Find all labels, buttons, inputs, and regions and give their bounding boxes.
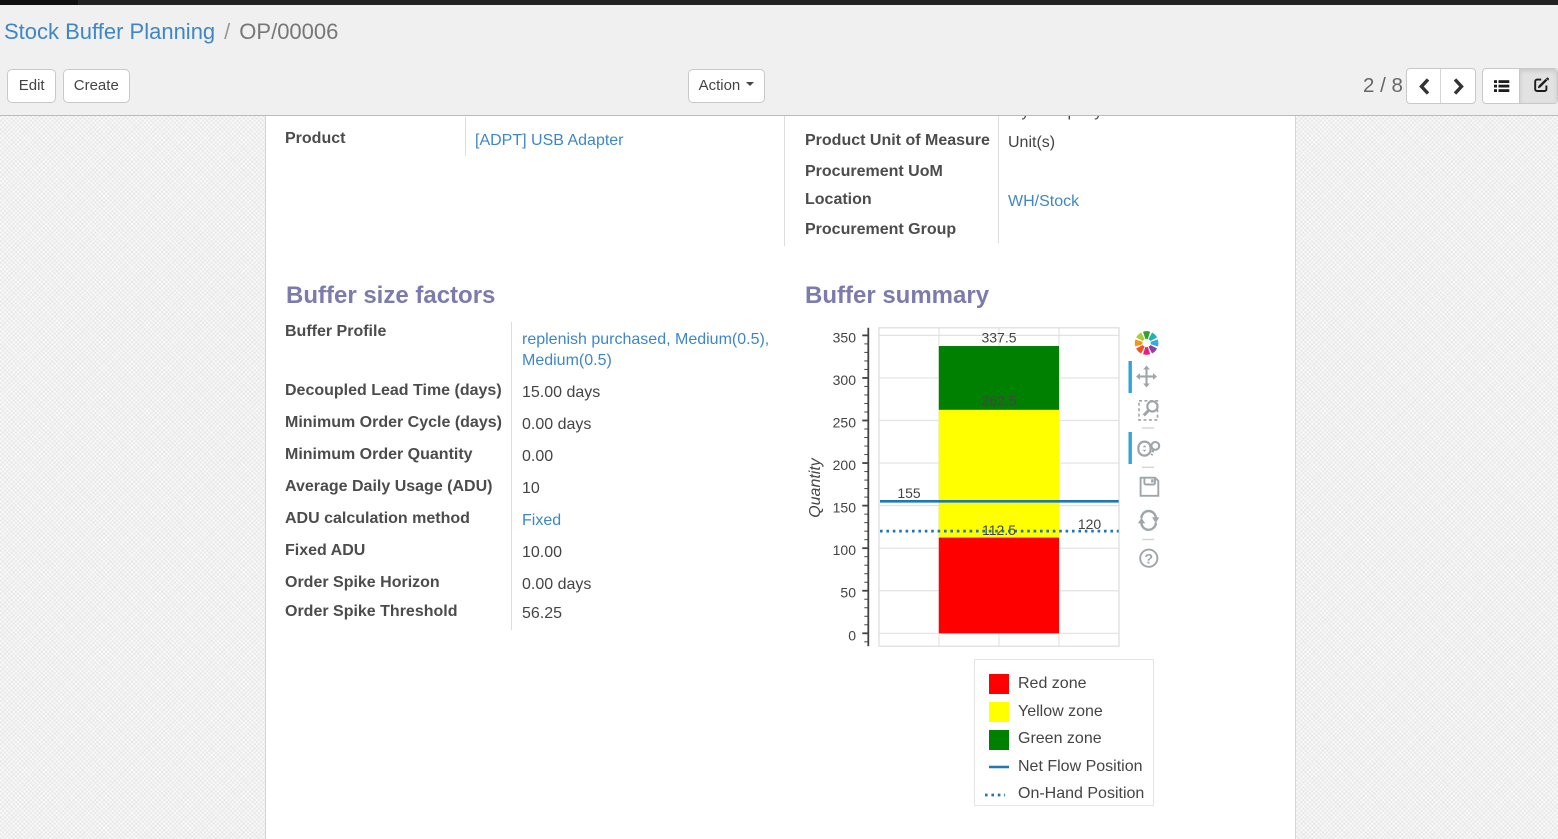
svg-text:100: 100 bbox=[833, 542, 857, 558]
svg-text:150: 150 bbox=[833, 500, 857, 516]
svg-text:112.5: 112.5 bbox=[982, 522, 1016, 538]
svg-text:262.5: 262.5 bbox=[981, 393, 1016, 409]
svg-text:0: 0 bbox=[848, 627, 856, 643]
svg-text:120: 120 bbox=[1078, 516, 1102, 532]
svg-text:Quantity: Quantity bbox=[807, 457, 824, 518]
svg-text:155: 155 bbox=[897, 485, 921, 501]
svg-text:300: 300 bbox=[833, 372, 857, 388]
svg-text:250: 250 bbox=[833, 415, 857, 431]
svg-text:?: ? bbox=[1145, 550, 1154, 566]
svg-text:200: 200 bbox=[833, 457, 857, 473]
svg-text:50: 50 bbox=[840, 585, 856, 601]
svg-text:337.5: 337.5 bbox=[981, 330, 1016, 346]
svg-text:350: 350 bbox=[833, 329, 857, 345]
